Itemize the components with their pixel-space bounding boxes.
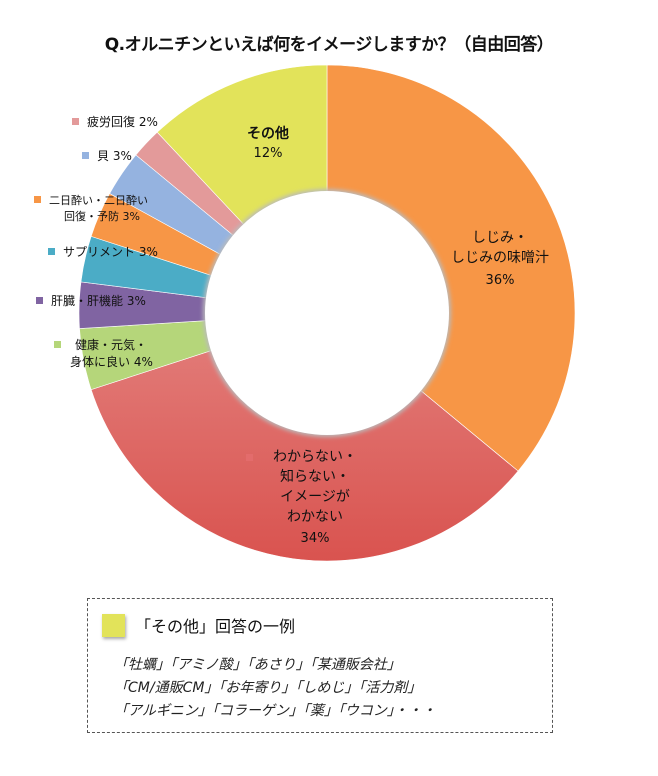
- label-kenkou: 健康・元気・ 身体に良い 4%: [54, 337, 153, 371]
- legend-marker-icon: [54, 341, 61, 348]
- legend-marker-icon: [48, 248, 55, 255]
- chart-title: Q.オルニチンといえば何をイメージしますか？（自由回答）: [104, 35, 554, 55]
- donut-slices: [78, 64, 576, 562]
- legend-marker-icon: [82, 152, 89, 159]
- label-shijimi: しじみ・ しじみの味噌汁 36%: [451, 230, 549, 288]
- legend-marker-icon: [246, 454, 253, 461]
- other-examples-title: 「その他」回答の一例: [135, 617, 296, 636]
- other-examples-header: 「その他」回答の一例: [102, 613, 295, 637]
- label-sonota: その他 12%: [247, 126, 289, 161]
- label-futsukayoi: 二日酔い・二日酔い 回復・予防 3%: [34, 193, 148, 225]
- donut-hole: [205, 191, 449, 435]
- label-wakaranai: わからない・ 知らない・ イメージが わかない 34%: [240, 447, 390, 549]
- label-kanzou: 肝臓・肝機能 3%: [36, 293, 146, 310]
- other-examples-line: 「アルギニン」「コラーゲン」「薬」「ウコン」・・・: [114, 703, 436, 719]
- label-supplement: サプリメント 3%: [48, 244, 158, 261]
- legend-swatch-icon: [102, 613, 125, 637]
- other-examples-line: 「牡蠣」「アミノ酸」「あさり」「某通販会社」: [114, 657, 401, 673]
- label-hirou: 疲労回復 2%: [72, 114, 158, 131]
- other-examples-box: 「その他」回答の一例 「牡蠣」「アミノ酸」「あさり」「某通販会社」 「CM/通販…: [87, 598, 553, 733]
- legend-marker-icon: [36, 297, 43, 304]
- other-examples-list: 「牡蠣」「アミノ酸」「あさり」「某通販会社」 「CM/通販CM」「お年寄り」「し…: [114, 654, 436, 723]
- label-kai: 貝 3%: [82, 148, 132, 165]
- legend-marker-icon: [72, 118, 79, 125]
- legend-marker-icon: [34, 196, 41, 203]
- donut-chart: [78, 64, 576, 562]
- other-examples-line: 「CM/通販CM」「お年寄り」「しめじ」「活力剤」: [114, 680, 422, 696]
